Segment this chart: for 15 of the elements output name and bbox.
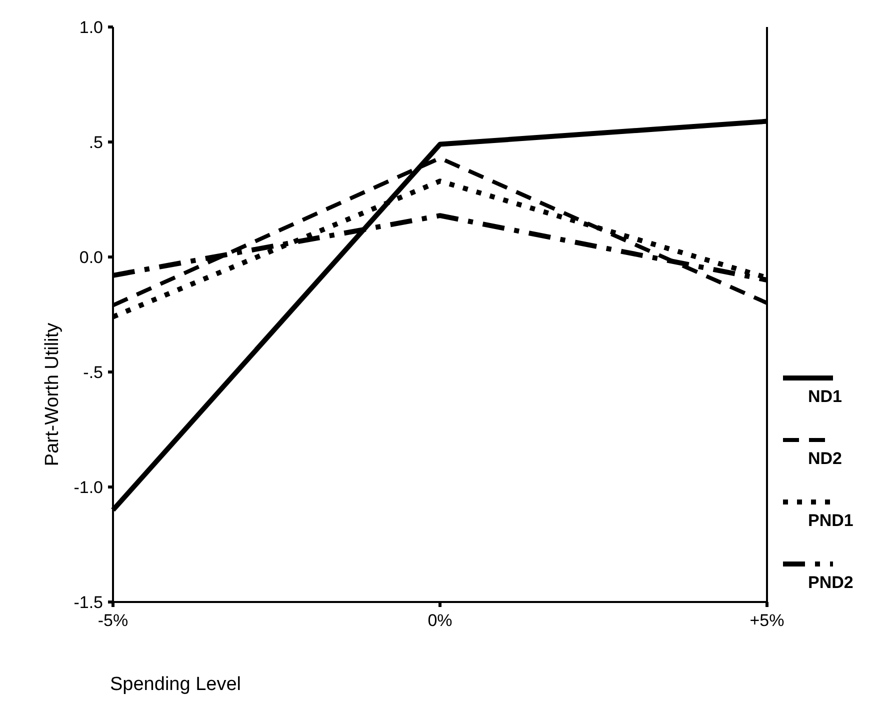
y-tick-label: -1.5 bbox=[74, 592, 103, 612]
y-tick-label: .5 bbox=[88, 132, 103, 152]
legend-label: ND2 bbox=[808, 449, 842, 468]
x-tick-label: -5% bbox=[98, 611, 128, 630]
y-tick-label: 1.0 bbox=[79, 18, 103, 37]
x-axis-title: Spending Level bbox=[110, 674, 241, 695]
legend-label: PND2 bbox=[808, 573, 854, 592]
x-tick-label: 0% bbox=[428, 611, 452, 630]
y-axis-title: Part-Worth Utility bbox=[42, 322, 63, 466]
x-tick-label: +5% bbox=[750, 611, 784, 630]
y-tick-label: -.5 bbox=[83, 362, 103, 382]
y-tick-label: -1.0 bbox=[74, 478, 103, 497]
legend-label: ND1 bbox=[808, 387, 842, 406]
legend-label: PND1 bbox=[808, 511, 854, 530]
y-tick-label: 0.0 bbox=[79, 248, 103, 267]
